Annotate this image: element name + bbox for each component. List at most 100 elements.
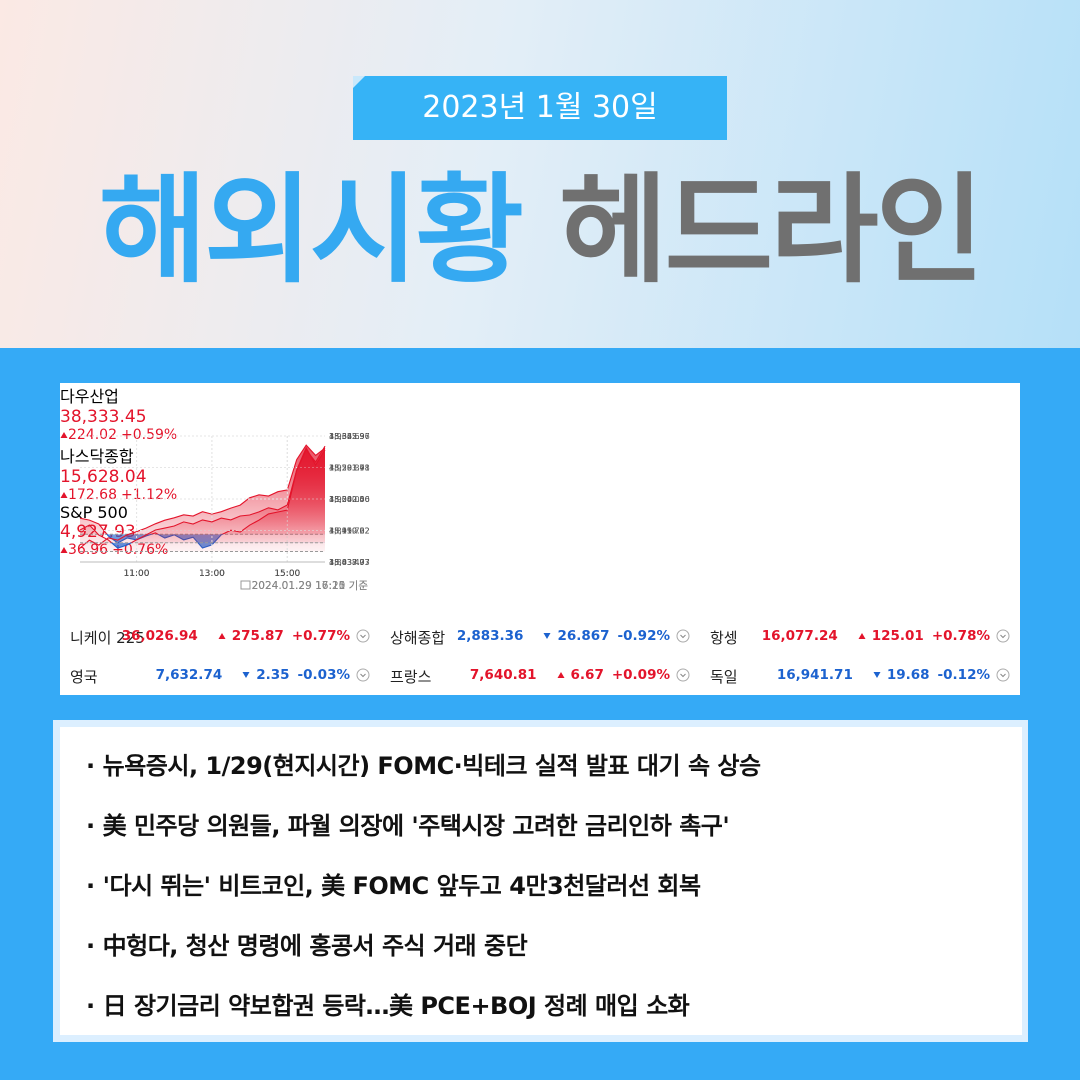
y-tick-label: 4,908.05 <box>329 495 365 504</box>
market-panel: 다우산업 38,333.45 224.02 +0.59% 38,362.96 38,281… <box>60 383 1020 695</box>
direction-arrow <box>858 633 866 639</box>
quote-change: 2.35 <box>256 667 290 683</box>
headline-text: 日 장기금리 약보합권 등락…美 PCE+BOJ 정례 매입 소화 <box>102 992 690 1020</box>
x-tick-label: 11:00 <box>124 569 150 579</box>
quote-change: 6.67 <box>570 667 604 683</box>
quote-row: 독일 16,941.71 19.68 -0.12% <box>700 656 1020 695</box>
intraday-chart: 4,932.63 4,920.34 4,908.05 4,895.76 4,883.47… <box>79 432 369 592</box>
change-pct: +1.12% <box>121 487 178 503</box>
quote-price: 36,026.94 <box>121 628 198 644</box>
button-chevron <box>360 673 366 678</box>
quote-name: 영국 <box>70 668 98 686</box>
quote-pct: -0.12% <box>937 667 990 683</box>
direction-arrow <box>543 633 551 639</box>
y-tick-label: 15,438.03 <box>329 558 370 567</box>
quote-row: 니케이 225 36,026.94 275.87 +0.77% <box>60 617 380 656</box>
quote-price: 7,632.74 <box>155 667 223 683</box>
quote-price: 7,640.81 <box>469 667 537 683</box>
quote-values: 36,026.94 275.87 +0.77% <box>122 628 350 644</box>
direction-arrow <box>218 633 226 639</box>
headline-text: 中헝다, 청산 명령에 홍콩서 주식 거래 중단 <box>102 932 528 960</box>
date-banner: 2023년 1월 30일 <box>353 76 727 140</box>
direction-arrow <box>60 547 68 553</box>
quote-row: 항셍 16,077.24 125.01 +0.78% <box>700 617 1020 656</box>
title: 해외시황 헤드라인 <box>0 160 1080 300</box>
quote-change: 275.87 <box>231 628 284 644</box>
y-tick-label: 15,645.97 <box>329 432 370 441</box>
change: 224.02 <box>68 427 117 443</box>
headline-text: 뉴욕증시, 1/29(현지시간) FOMC·빅테크 실적 발표 대기 속 상승 <box>102 752 761 780</box>
quote-values: 2,883.36 26.867 -0.92% <box>457 628 670 644</box>
line-up <box>79 444 326 549</box>
index-price: 15,628.04 <box>60 467 147 487</box>
headline: · 美 민주당 의원들, 파월 의장에 '주택시장 고려한 금리인하 촉구' <box>86 806 730 841</box>
quote-row: 상해종합 2,883.36 26.867 -0.92% <box>380 617 700 656</box>
quote-values: 16,941.71 19.68 -0.12% <box>777 667 990 683</box>
direction-arrow <box>557 672 565 678</box>
line-down <box>110 542 133 549</box>
quote-change: 19.68 <box>886 667 930 683</box>
quote-pct: +0.09% <box>611 667 670 683</box>
quote-name: 프랑스 <box>390 668 432 686</box>
arrow-shape <box>557 672 565 678</box>
area-up <box>80 447 325 543</box>
direction-arrow <box>60 492 68 498</box>
line-up <box>79 446 326 543</box>
arrow-shape <box>60 432 68 438</box>
quote-values: 7,640.81 6.67 +0.09% <box>470 667 670 683</box>
expand-button <box>356 668 370 682</box>
x-tick-label: 13:00 <box>199 569 225 579</box>
quote-price: 16,941.71 <box>776 667 853 683</box>
change-pct: +0.59% <box>121 427 178 443</box>
title-rest: 헤드라인 <box>559 161 984 299</box>
button-circle <box>996 629 1010 643</box>
header-background <box>0 0 1080 348</box>
arrow-shape <box>858 633 866 639</box>
button-chevron <box>360 634 366 639</box>
headline: · 日 장기금리 약보합권 등락…美 PCE+BOJ 정례 매입 소화 <box>86 986 690 1021</box>
quote-pct: -0.03% <box>297 667 350 683</box>
direction-arrow <box>873 672 881 678</box>
bullet: · <box>86 932 95 960</box>
quote-row: 프랑스 7,640.81 6.67 +0.09% <box>380 656 700 695</box>
index-name: S&P 500 <box>60 503 128 522</box>
quote-name: 항셍 <box>710 629 738 647</box>
y-tick-label: 38,362.96 <box>329 432 370 441</box>
bullet: · <box>86 752 95 780</box>
bullet: · <box>86 992 95 1020</box>
quote-pct: +0.77% <box>291 628 350 644</box>
banner-fold <box>353 76 365 88</box>
bullet: · <box>86 812 95 840</box>
expand-button <box>996 668 1010 682</box>
change-group: 224.02 +0.59% <box>60 427 1020 443</box>
timestamp: 2024.01.29 17:21 기준 <box>252 580 369 592</box>
arrow-shape <box>60 547 68 553</box>
expand-button <box>996 629 1010 643</box>
x-tick-label: 13:00 <box>199 569 225 579</box>
headline-text: '다시 뛰는' 비트코인, 美 FOMC 앞두고 4만3천달러선 회복 <box>102 872 701 900</box>
quote-change: 125.01 <box>871 628 924 644</box>
title-accent: 해외시황 <box>98 161 524 299</box>
headline: · '다시 뛰는' 비트코인, 美 FOMC 앞두고 4만3천달러선 회복 <box>86 866 701 901</box>
index-name: 나스닥종합 <box>60 447 134 466</box>
quote-row: 영국 7,632.74 2.35 -0.03% <box>60 656 380 695</box>
index-name: 다우산업 <box>60 387 119 406</box>
x-tick-label: 15:00 <box>274 569 300 579</box>
button-chevron <box>680 673 686 678</box>
x-tick-label: 11:00 <box>124 569 150 579</box>
x-tick-label: 11:00 <box>124 569 150 579</box>
quote-name: 니케이 225 <box>70 629 145 647</box>
button-circle <box>676 668 690 682</box>
quote-price: 16,077.24 <box>761 628 838 644</box>
arrow-shape <box>60 492 68 498</box>
x-tick-label: 15:00 <box>274 569 300 579</box>
button-chevron <box>1000 634 1006 639</box>
headline-box-inner <box>60 727 1022 1035</box>
quote-pct: -0.92% <box>617 628 670 644</box>
arrow-shape <box>543 633 551 639</box>
headline: · 뉴욕증시, 1/29(현지시간) FOMC·빅테크 실적 발표 대기 속 상승 <box>86 746 761 781</box>
arrow-shape <box>218 633 226 639</box>
chart-column: S&P 5004,927.9336.96+0.76%4,932.634,920.… <box>60 432 1020 592</box>
headline: · 中헝다, 청산 명령에 홍콩서 주식 거래 중단 <box>86 926 528 961</box>
